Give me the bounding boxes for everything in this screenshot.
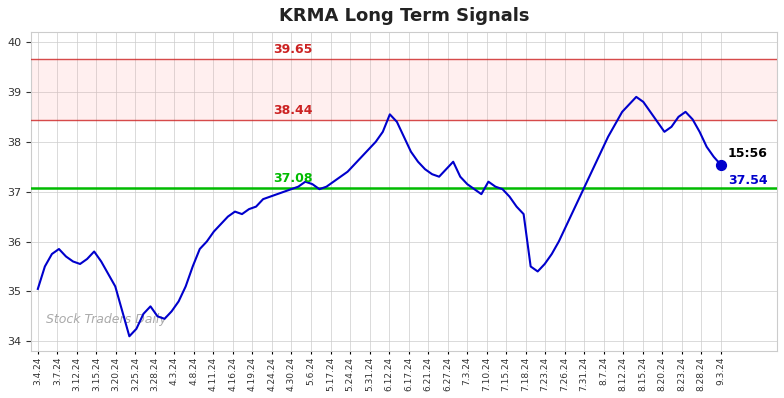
- Text: Stock Traders Daily: Stock Traders Daily: [45, 313, 166, 326]
- Text: 15:56: 15:56: [728, 147, 768, 160]
- Text: 37.08: 37.08: [274, 172, 313, 185]
- Text: 37.54: 37.54: [728, 174, 768, 187]
- Text: 39.65: 39.65: [274, 43, 313, 57]
- Text: 38.44: 38.44: [274, 104, 313, 117]
- Bar: [31, 59, 777, 120]
- Title: KRMA Long Term Signals: KRMA Long Term Signals: [278, 7, 529, 25]
- Point: [714, 162, 727, 168]
